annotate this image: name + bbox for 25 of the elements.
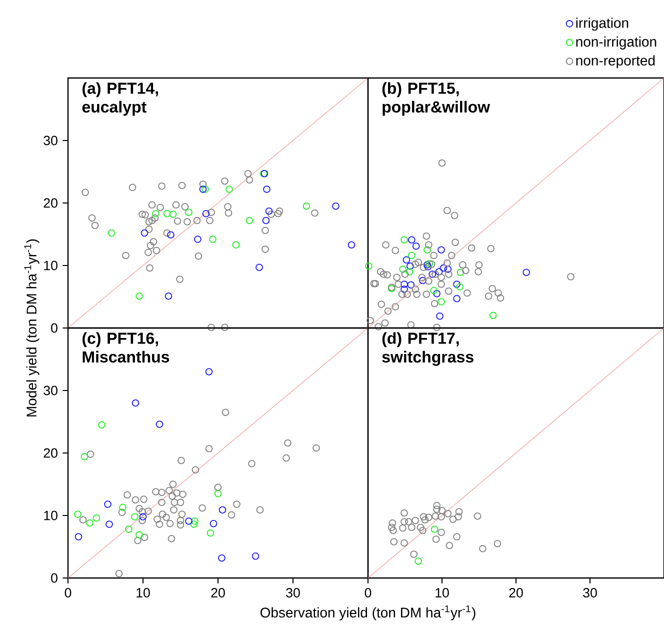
legend-label: non-irrigation bbox=[576, 36, 656, 50]
text: (b) PFT15, poplar&willow bbox=[382, 82, 490, 116]
legend-label: non-reported bbox=[576, 55, 655, 68]
legend-label: irrigation bbox=[576, 18, 628, 31]
y-tick-label: 30 bbox=[44, 386, 58, 396]
y-tick-label: 20 bbox=[44, 448, 58, 458]
y-tick-label: 10 bbox=[44, 260, 58, 270]
text: (d) PFT17, switchgrass bbox=[382, 332, 474, 366]
x-tick-label: 10 bbox=[436, 588, 449, 598]
text: (c) PFT16, Miscanthus bbox=[82, 332, 170, 363]
y-tick-label: 30 bbox=[44, 136, 58, 146]
x-tick-label: 20 bbox=[211, 588, 225, 598]
y-tick-label: 0 bbox=[51, 323, 58, 333]
x-tick-label: 20 bbox=[509, 588, 523, 598]
x-tick-label: 30 bbox=[583, 588, 597, 598]
x-tick-label: 10 bbox=[136, 588, 150, 598]
x-tick-label: 30 bbox=[286, 588, 300, 598]
y-axis-title: Model yield (ton DM ha$^{-1}$yr$^{-1}$) bbox=[24, 239, 40, 416]
x-tick-label: 0 bbox=[64, 588, 72, 598]
x-axis-title: Observation yield (ton DM ha$^{-1}$yr$^{-1}$) bbox=[260, 605, 476, 620]
x-tick-label: 0 bbox=[364, 588, 372, 598]
y-tick-label: 20 bbox=[44, 198, 58, 208]
text: (a) PFT14, eucalypt bbox=[82, 82, 158, 116]
y-tick-label: 0 bbox=[51, 573, 58, 583]
y-tick-label: 10 bbox=[44, 510, 58, 520]
